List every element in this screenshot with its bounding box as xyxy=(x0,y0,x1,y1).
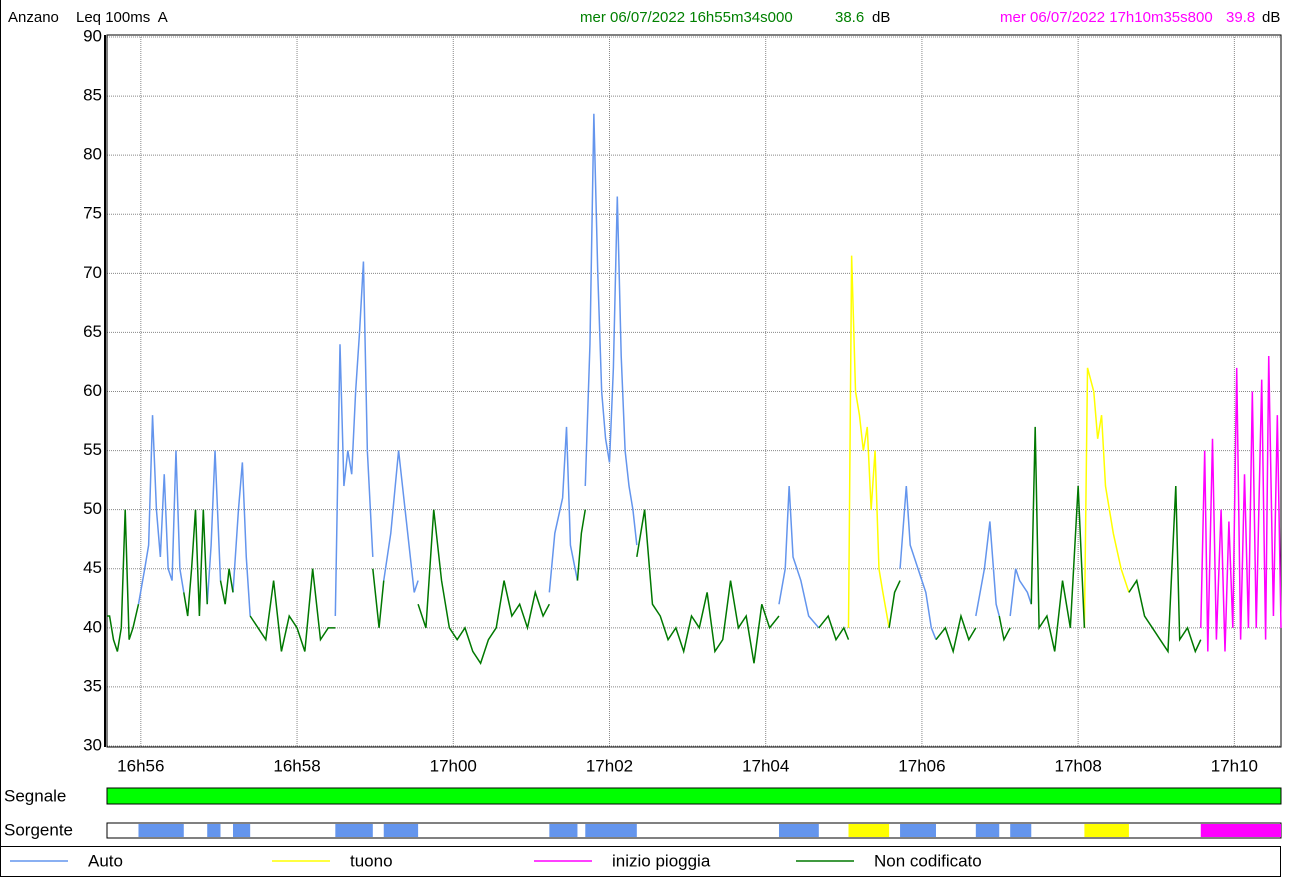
x-tick-label: 17h04 xyxy=(742,756,789,775)
cursor2-value: 39.8 xyxy=(1226,9,1255,26)
cursor2-time: mer 06/07/2022 17h10m35s800 xyxy=(1000,9,1213,26)
y-tick-label: 60 xyxy=(83,381,102,400)
signal-bar xyxy=(106,787,1282,805)
source-segment xyxy=(232,824,251,837)
measure: Leq 100ms A xyxy=(76,9,168,26)
legend-label: Auto xyxy=(88,851,123,870)
series-line xyxy=(1200,356,1282,652)
cursor1-unit: dB xyxy=(872,9,890,26)
y-tick-label: 75 xyxy=(83,204,102,223)
y-tick-label: 90 xyxy=(83,26,102,45)
y-tick-label: 45 xyxy=(83,558,102,577)
source-segment xyxy=(1084,824,1129,837)
cursor1-time: mer 06/07/2022 16h55m34s000 xyxy=(580,9,793,26)
y-tick-label: 70 xyxy=(83,263,102,282)
legend-label: inizio pioggia xyxy=(612,851,711,870)
y-tick-label: 55 xyxy=(83,440,102,459)
series-line xyxy=(137,113,1032,640)
x-tick-label: 17h02 xyxy=(586,756,633,775)
source-segment xyxy=(549,824,578,837)
source-segment xyxy=(335,824,373,837)
source-segment xyxy=(1010,824,1032,837)
x-tick-label: 17h10 xyxy=(1211,756,1258,775)
source-segment xyxy=(778,824,819,837)
y-tick-label: 35 xyxy=(83,676,102,695)
source-segment xyxy=(138,824,184,837)
source-segment xyxy=(900,824,936,837)
y-tick-label: 65 xyxy=(83,322,102,341)
source-segment xyxy=(207,824,221,837)
x-tick-label: 17h06 xyxy=(898,756,945,775)
series-line xyxy=(107,426,1202,665)
signal-label: Segnale xyxy=(4,786,66,805)
plot-frame xyxy=(106,34,1282,748)
cursor1-value: 38.6 xyxy=(835,9,864,26)
source-segment xyxy=(585,824,637,837)
x-tick-label: 16h58 xyxy=(273,756,320,775)
y-tick-label: 30 xyxy=(83,735,102,754)
site: Anzano xyxy=(8,9,59,26)
source-label: Sorgente xyxy=(4,820,73,839)
legend-label: Non codificato xyxy=(874,851,982,870)
source-segment xyxy=(975,824,1000,837)
x-tick-label: 17h00 xyxy=(430,756,477,775)
x-tick-label: 17h08 xyxy=(1055,756,1102,775)
legend-label: tuono xyxy=(350,851,393,870)
y-tick-label: 80 xyxy=(83,145,102,164)
cursor2-unit: dB xyxy=(1262,9,1280,26)
series-line xyxy=(847,255,1130,628)
source-segment xyxy=(383,824,419,837)
y-tick-label: 50 xyxy=(83,499,102,518)
y-tick-label: 85 xyxy=(83,86,102,105)
x-tick-label: 16h56 xyxy=(117,756,164,775)
y-tick-label: 40 xyxy=(83,617,102,636)
source-segment xyxy=(1200,824,1281,837)
source-segment xyxy=(848,824,890,837)
